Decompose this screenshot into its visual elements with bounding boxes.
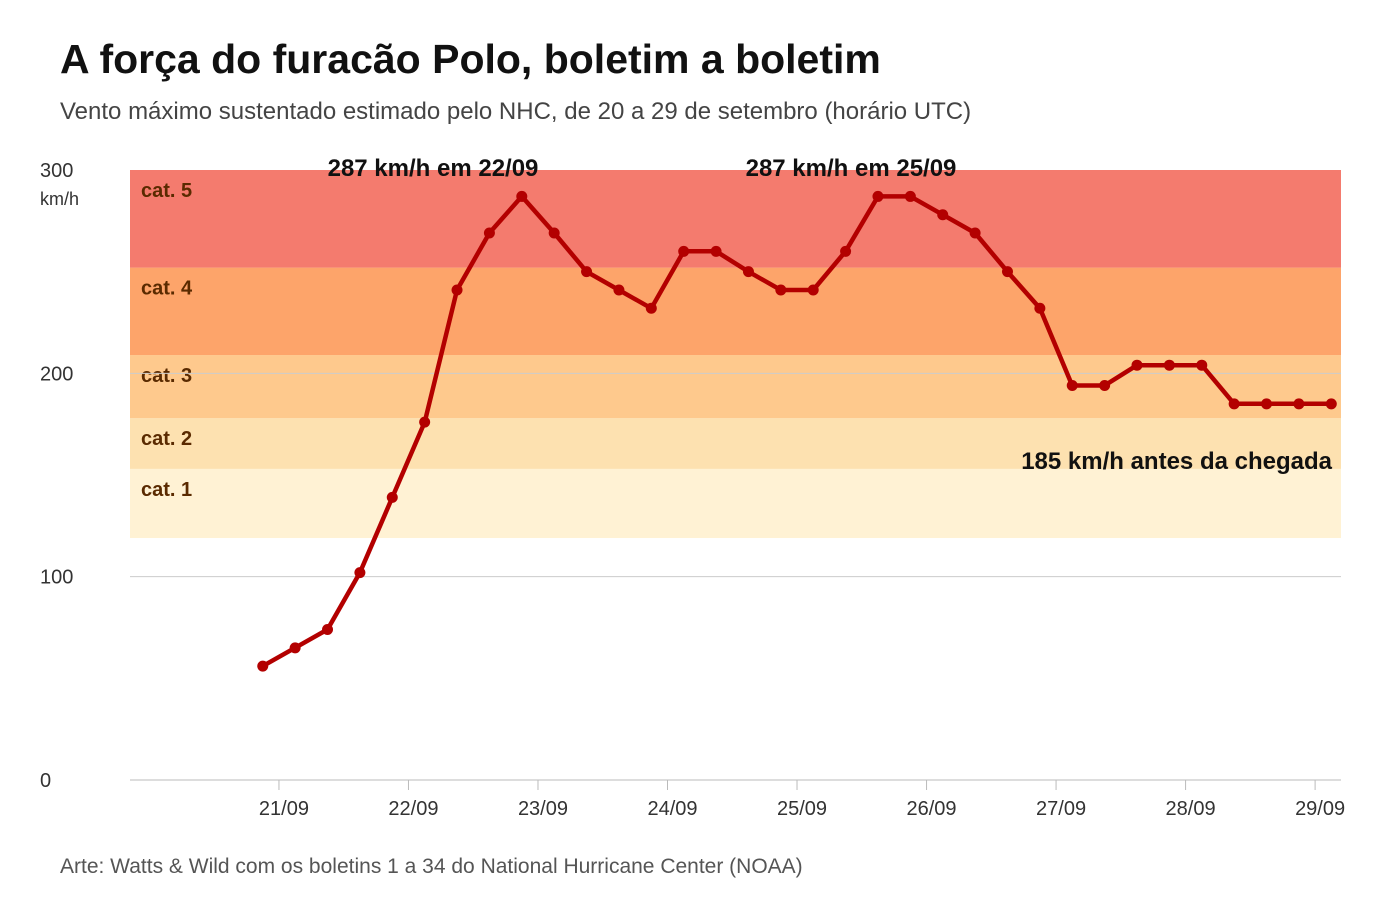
y-tick-100: 100 xyxy=(40,567,73,589)
band-label-cat-1: cat. 1 xyxy=(141,479,192,501)
band-label-cat-4: cat. 4 xyxy=(141,278,193,300)
data-point-4 xyxy=(354,567,366,579)
data-point-8 xyxy=(483,227,495,239)
wind-series xyxy=(257,190,1337,672)
data-point-9 xyxy=(516,190,528,202)
data-point-22 xyxy=(937,209,949,221)
band-label-cat-2: cat. 2 xyxy=(141,428,192,450)
y-tick-300: 300 xyxy=(40,160,73,182)
data-point-24 xyxy=(1001,266,1013,278)
x-tick-29-09: 29/09 xyxy=(1295,798,1345,820)
data-point-10 xyxy=(548,227,560,239)
data-point-19 xyxy=(840,245,852,257)
band-label-cat-3: cat. 3 xyxy=(141,365,192,387)
x-tick-21-09: 21/09 xyxy=(259,798,309,820)
data-point-26 xyxy=(1066,380,1078,392)
band-cat-4 xyxy=(130,267,1341,356)
data-point-25 xyxy=(1034,302,1046,314)
chart-subtitle: Vento máximo sustentado estimado pelo NH… xyxy=(60,98,972,125)
band-cat-5 xyxy=(130,170,1341,268)
data-point-29 xyxy=(1163,359,1175,371)
data-point-7 xyxy=(451,284,463,296)
x-axis: 21/09 22/09 23/09 24/09 25/09 26/09 27/09 28/09… xyxy=(130,779,1345,820)
data-point-34 xyxy=(1325,398,1337,410)
series-line xyxy=(261,194,1332,669)
x-tick-22-09: 22/09 xyxy=(388,798,438,820)
data-point-21 xyxy=(904,190,916,202)
data-point-15 xyxy=(710,245,722,257)
x-tick-25-09: 25/09 xyxy=(777,798,827,820)
band-cat-1 xyxy=(130,468,1341,539)
data-point-28 xyxy=(1131,359,1143,371)
data-point-11 xyxy=(581,266,593,278)
data-point-18 xyxy=(807,284,819,296)
x-tick-24-09: 24/09 xyxy=(647,798,697,820)
data-point-3 xyxy=(322,624,334,636)
data-point-33 xyxy=(1293,398,1305,410)
band-label-cat-5: cat. 5 xyxy=(141,180,192,202)
data-point-16 xyxy=(742,266,754,278)
data-point-17 xyxy=(775,284,787,296)
annotations: 287 km/h em 22/09 287 km/h em 25/09 185 … xyxy=(328,155,1333,475)
data-point-32 xyxy=(1261,398,1273,410)
source-note: Arte: Watts & Wild com os boletins 1 a 3… xyxy=(60,855,803,878)
data-point-12 xyxy=(613,284,625,296)
data-point-13 xyxy=(645,302,657,314)
data-point-30 xyxy=(1196,359,1208,371)
data-point-5 xyxy=(386,491,398,503)
category-bands: cat. 1 cat. 2 cat. 3 cat. 4 cat. 5 xyxy=(130,170,1341,539)
y-tick-0: 0 xyxy=(40,770,51,792)
band-cat-2 xyxy=(130,418,1341,469)
x-tick-26-09: 26/09 xyxy=(907,798,957,820)
y-axis: km/h 0 100 200 300 xyxy=(40,160,79,792)
annotation-peak-2: 287 km/h em 25/09 xyxy=(746,155,957,182)
data-point-14 xyxy=(678,245,690,257)
data-point-2 xyxy=(289,642,301,654)
y-tick-200: 200 xyxy=(40,363,73,385)
x-tick-23-09: 23/09 xyxy=(518,798,568,820)
annotation-landfall: 185 km/h antes da chegada xyxy=(1021,448,1332,475)
x-tick-27-09: 27/09 xyxy=(1036,798,1086,820)
data-point-23 xyxy=(969,227,981,239)
data-point-31 xyxy=(1228,398,1240,410)
data-point-20 xyxy=(872,190,884,202)
data-point-1 xyxy=(257,660,269,672)
x-tick-28-09: 28/09 xyxy=(1166,798,1216,820)
y-axis-unit: km/h xyxy=(40,189,79,209)
chart-title: A força do furacão Polo, boletim a bolet… xyxy=(60,36,881,82)
gridlines xyxy=(130,372,1341,578)
data-point-27 xyxy=(1099,380,1111,392)
data-point-6 xyxy=(419,416,431,428)
annotation-peak-1: 287 km/h em 22/09 xyxy=(328,155,539,182)
